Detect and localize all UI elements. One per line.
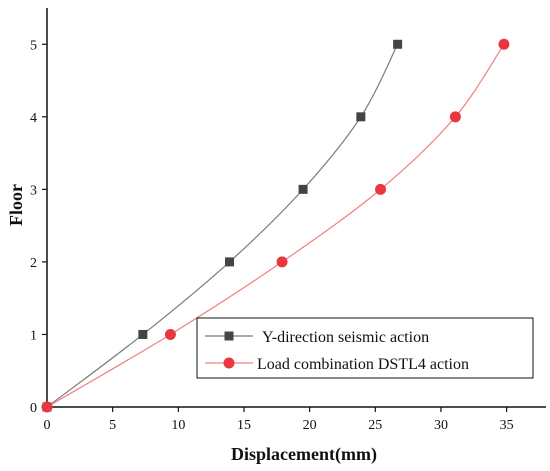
legend-label: Load combination DSTL4 action	[257, 356, 469, 373]
legend-entries: Y-direction seismic action Load combinati…	[205, 329, 469, 373]
data-point	[138, 329, 148, 339]
legend: Y-direction seismic action Load combinati…	[196, 317, 534, 379]
y-ticks: 0 1 2 3 4 5	[30, 38, 47, 416]
y-tick-label: 3	[30, 183, 37, 198]
data-point	[298, 184, 308, 194]
legend-item: Load combination DSTL4 action	[205, 356, 469, 373]
legend-marker	[224, 331, 234, 341]
data-point	[41, 401, 53, 413]
legend-marker	[223, 357, 235, 369]
series-2	[41, 38, 510, 413]
legend-box	[196, 317, 534, 379]
y-tick-label: 1	[30, 328, 37, 343]
y-tick-label: 2	[30, 256, 37, 271]
axes	[46, 8, 546, 408]
data-point	[375, 183, 387, 195]
x-tick-label: 10	[171, 418, 185, 433]
x-ticks: 0 5 10 15 20 25 30 35	[44, 407, 514, 433]
x-tick-label: 0	[44, 418, 51, 433]
y-tick-label: 4	[30, 111, 37, 126]
legend-label: Y-direction seismic action	[262, 329, 429, 346]
data-point	[393, 39, 403, 49]
x-tick-label: 20	[303, 418, 317, 433]
series-layer	[41, 38, 510, 413]
x-tick-label: 30	[434, 418, 448, 433]
data-point	[498, 38, 510, 50]
legend-item: Y-direction seismic action	[205, 329, 429, 346]
x-tick-label: 5	[109, 418, 116, 433]
data-point	[276, 256, 288, 268]
y-axis-title: Floor	[6, 184, 26, 226]
x-tick-label: 35	[500, 418, 514, 433]
data-point	[449, 111, 461, 123]
x-tick-label: 15	[237, 418, 251, 433]
y-tick-label: 0	[30, 401, 37, 416]
data-point	[356, 112, 366, 122]
data-point	[225, 257, 235, 267]
data-point	[164, 328, 176, 340]
y-tick-label: 5	[30, 38, 37, 53]
x-tick-label: 25	[368, 418, 382, 433]
x-axis-title: Displacement(mm)	[231, 444, 377, 465]
